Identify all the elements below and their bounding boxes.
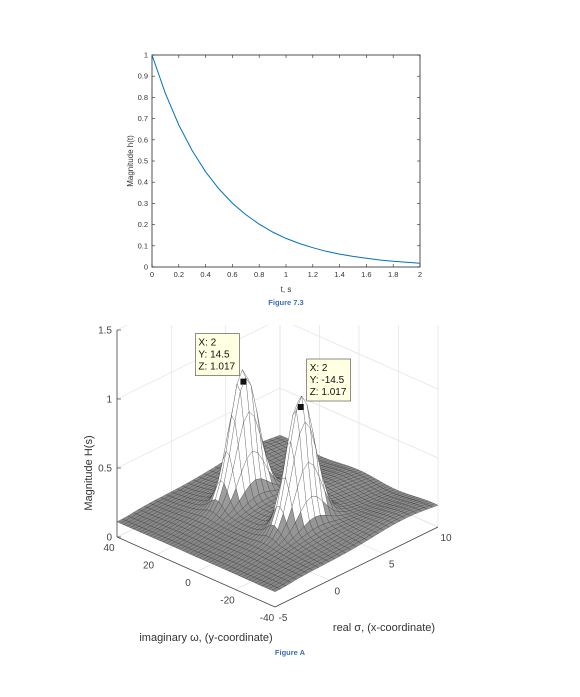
x-tick-label: 0.8 bbox=[254, 270, 264, 279]
figure-caption: Figure A bbox=[275, 648, 306, 657]
y-axis-line bbox=[116, 536, 276, 608]
y-tick-label: -40 bbox=[260, 613, 275, 624]
y-tick-label: 0.5 bbox=[138, 157, 148, 166]
x-tick-label: 5 bbox=[389, 560, 395, 571]
y-tick-label: -20 bbox=[220, 596, 235, 607]
x-axis-line bbox=[274, 526, 439, 608]
surface-cell bbox=[271, 587, 281, 592]
y-tick-label: 0.4 bbox=[138, 178, 148, 187]
grid-line bbox=[116, 325, 128, 331]
x-tick-label: 1 bbox=[284, 270, 288, 279]
x-tick-label: 0.2 bbox=[174, 270, 184, 279]
x-tick-label: 0.4 bbox=[200, 270, 210, 279]
y-axis-label: imaginary ω, (y-coordinate) bbox=[139, 632, 272, 644]
step-response-chart: 0 0.2 0.4 0.6 0.8 1 1.2 1.4 1.6 1.8 2 0 0.1 0.2 0.3 0.4… bbox=[126, 51, 422, 308]
z-axis-label: Magnitude H(s) bbox=[83, 435, 95, 510]
z-tick-label: 1.5 bbox=[98, 326, 112, 337]
datatip-z: Z: 1.017 bbox=[198, 362, 235, 373]
x-axis-label: t, s bbox=[281, 285, 292, 294]
y-tick-label: 20 bbox=[143, 561, 155, 572]
y-tick-label: 0.1 bbox=[138, 241, 148, 250]
z-tick-label: 1 bbox=[106, 395, 112, 406]
datatip-box bbox=[306, 358, 352, 402]
x-tick-label: 0 bbox=[335, 586, 341, 597]
z-tick-label: 0.5 bbox=[98, 464, 112, 475]
datatip-y: Y: -14.5 bbox=[310, 375, 345, 386]
x-tick-label: 1.4 bbox=[334, 270, 344, 279]
plot-area bbox=[151, 54, 421, 268]
z-tick-label: 0 bbox=[106, 533, 112, 544]
x-tick-label: 1.6 bbox=[361, 270, 371, 279]
y-tick-label: 0.7 bbox=[138, 114, 148, 123]
x-axis-label: real σ, (x-coordinate) bbox=[333, 622, 435, 634]
datatip-x: X: 2 bbox=[198, 338, 216, 349]
x-tick-label: 10 bbox=[440, 533, 452, 544]
y-tick-label: 0 bbox=[144, 263, 148, 272]
datatip-x: X: 2 bbox=[310, 363, 328, 374]
y-axis-label: Magnitude h(t) bbox=[126, 135, 135, 187]
x-tick-label: 0 bbox=[150, 270, 154, 279]
peak-marker[interactable] bbox=[297, 404, 304, 411]
x-tick-label: 1.2 bbox=[308, 270, 318, 279]
figure-caption: Figure 7.3 bbox=[268, 298, 303, 307]
datatip-y: Y: 14.5 bbox=[198, 350, 230, 361]
y-tick-label: 0.2 bbox=[138, 220, 148, 229]
x-tick-label: 2 bbox=[418, 270, 422, 279]
datatip-box bbox=[195, 333, 240, 376]
y-tick-label: 0.3 bbox=[138, 199, 148, 208]
y-tick-label: 0.8 bbox=[138, 93, 148, 102]
y-tick-label: 1 bbox=[144, 51, 148, 60]
x-tick-label: 0.6 bbox=[227, 270, 237, 279]
y-tick-label: 0.6 bbox=[138, 135, 148, 144]
y-tick-label: 0 bbox=[185, 578, 191, 589]
y-tick-label: 0.9 bbox=[138, 72, 148, 81]
peak-marker[interactable] bbox=[240, 378, 247, 385]
response-curve bbox=[151, 54, 421, 264]
x-tick-label: -5 bbox=[279, 613, 288, 624]
y-tick-label: 40 bbox=[103, 543, 115, 554]
datatip-z: Z: 1.017 bbox=[310, 387, 347, 398]
x-tick-label: 1.8 bbox=[388, 270, 398, 279]
